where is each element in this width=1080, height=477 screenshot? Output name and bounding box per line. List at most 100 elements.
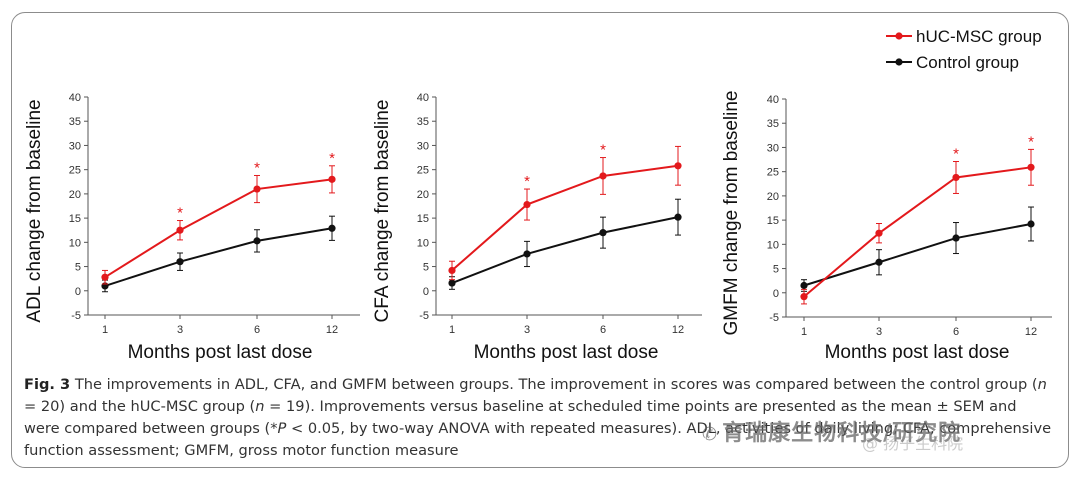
data-point [253,185,261,193]
y-tick-label: 15 [767,215,779,227]
legend-item: hUC-MSC group [886,27,1042,46]
caption-label: Fig. 3 [24,376,71,393]
x-tick-label: 12 [326,324,338,336]
y-tick-label: 5 [423,262,429,274]
data-point [253,237,261,245]
data-point [176,226,184,234]
data-point [952,173,960,182]
y-tick-label: 15 [417,213,429,225]
caption-n-msc: n [255,398,265,415]
series-line [803,223,1032,287]
data-point [448,279,456,287]
series-huc-msc: ** [800,133,1035,305]
legend-label: hUC-MSC group [916,27,1042,46]
significance-star: * [600,142,606,159]
y-tick-label: 40 [69,92,81,104]
x-tick-label: 12 [1025,326,1037,338]
legend-label: Control group [916,53,1019,72]
chart-panel-cfa: -5 0 5 10 15 20 25 30 35 40 1 3 6 12 CFA change from b… [372,92,702,363]
significance-star: * [953,145,959,162]
watermark-text: 育瑞康生物科技/研究院 [722,421,962,446]
significance-star: * [177,205,183,222]
x-tick-label: 12 [672,324,684,336]
x-axis-title: Months post last dose [128,342,313,363]
series-line [451,164,679,272]
x-tick-label: 6 [254,324,260,336]
chart-legend: hUC-MSC group Control group [886,27,1042,72]
chart-panel-gmfm: -5 0 5 10 15 20 25 30 35 40 1 3 6 12 GMFM change from … [721,91,1052,363]
series-huc-msc: * * * [101,150,336,285]
data-point [599,172,607,180]
x-tick-label: 1 [102,324,108,336]
x-tick-label: 3 [177,324,183,336]
x-axis-title: Months post last dose [825,342,1010,363]
data-point [800,293,808,301]
y-axis-title: ADL change from baseline [24,99,45,322]
wechat-icon: ✆ [702,424,719,445]
y-tick-label: 5 [773,264,779,276]
y-tick-label: 10 [767,239,779,251]
y-tick-label: 30 [69,140,81,152]
watermark: ✆ 育瑞康生物科技/研究院 [702,415,961,447]
x-tick-label: 1 [449,324,455,336]
caption-text-2: = 20) and the hUC-MSC group ( [24,398,256,415]
data-point [1027,163,1035,171]
series-line [104,178,333,279]
significance-star: * [524,173,530,190]
series-line [104,227,333,287]
y-tick-label: 15 [69,213,81,225]
data-point [1027,220,1035,228]
caption-n-control: n [1037,376,1047,393]
y-tick-label: 35 [767,118,779,130]
figure-frame [11,12,1069,468]
x-tick-label: 3 [524,324,530,336]
caption-text-3: = 19). Improvements versus baseline at s… [24,398,1017,437]
y-tick-label: 10 [69,237,81,249]
x-tick-label: 3 [876,326,882,338]
caption-text-1: The improvements in ADL, CFA, and GMFM b… [70,376,1038,393]
data-point [101,273,109,281]
figure-caption: Fig. 3 The improvements in ADL, CFA, and… [24,374,1054,462]
y-tick-label: 10 [417,237,429,249]
legend-marker [895,32,903,40]
data-point [328,175,336,183]
y-axis-title: GMFM change from baseline [721,91,742,336]
series-line [803,166,1032,298]
x-tick-label: 6 [953,326,959,338]
series-control [448,198,682,290]
y-tick-label: 35 [417,116,429,128]
data-point [875,258,883,266]
significance-star: * [329,150,335,167]
y-tick-label: 20 [417,189,429,201]
series-control [800,206,1035,292]
series-control [101,215,336,293]
legend-item: Control group [886,53,1019,72]
caption-text-4: < 0.05, by two-way ANOVA with repeated m… [24,420,1052,459]
x-tick-label: 1 [801,326,807,338]
data-point [176,258,184,266]
data-point [523,200,531,209]
legend-marker [895,58,903,66]
y-tick-label: -5 [769,312,779,324]
series-line [451,216,679,284]
data-point [448,266,456,275]
y-tick-label: 25 [69,165,81,177]
y-tick-label: 40 [767,94,779,106]
data-point [952,234,960,242]
y-tick-label: 20 [767,191,779,203]
y-tick-label: 30 [767,142,779,154]
data-point [523,250,531,258]
data-point [599,229,607,237]
data-point [674,162,682,170]
data-point [674,213,682,221]
y-tick-label: 25 [417,165,429,177]
y-tick-label: 0 [75,286,81,298]
caption-p-var: P [277,420,287,437]
y-tick-label: -5 [419,310,429,322]
chart-panel-adl: -5 0 5 10 15 20 25 30 35 40 1 3 6 12 ADL change from b… [24,92,360,363]
y-axis-title: CFA change from baseline [372,100,393,323]
y-tick-label: 0 [423,286,429,298]
y-tick-label: 20 [69,189,81,201]
x-axis-title: Months post last dose [474,342,659,363]
